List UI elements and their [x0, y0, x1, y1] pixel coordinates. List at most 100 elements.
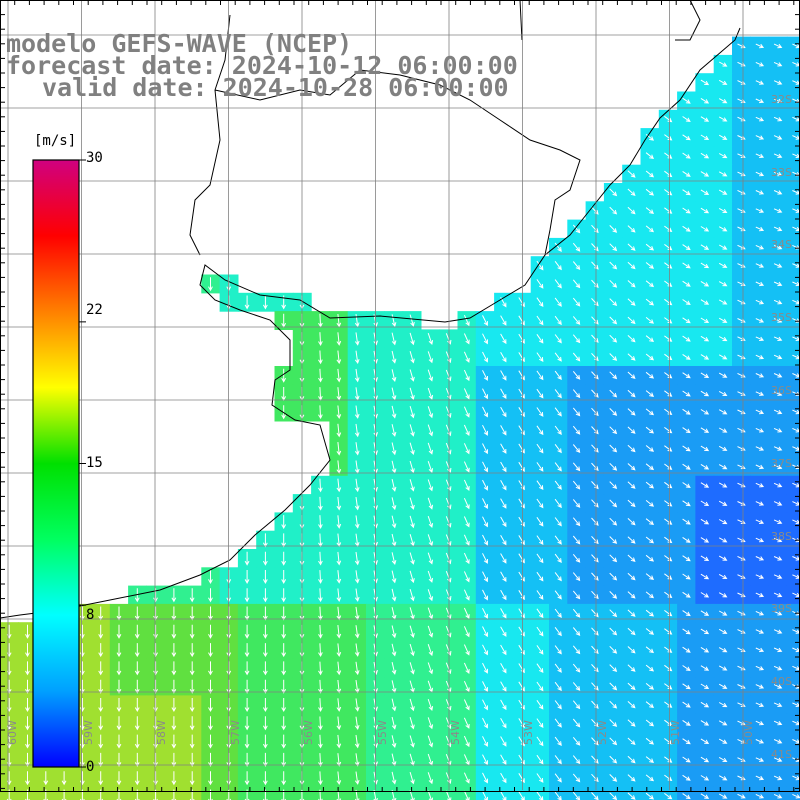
- wind-arrow: [391, 735, 397, 749]
- wind-arrow: [700, 463, 710, 470]
- wind-arrow: [318, 643, 323, 658]
- wind-arrow: [281, 551, 287, 566]
- speed-cell: [786, 549, 800, 568]
- wind-arrow: [682, 756, 691, 763]
- wind-arrow: [609, 261, 618, 270]
- wind-arrow: [755, 373, 765, 378]
- wind-arrow: [500, 516, 507, 528]
- wind-arrow: [755, 171, 765, 177]
- lat-label: 36S: [771, 384, 792, 397]
- speed-cell: [786, 439, 800, 459]
- wind-arrow: [609, 334, 618, 343]
- wind-arrow: [536, 498, 544, 509]
- wind-arrow: [773, 190, 783, 195]
- wind-arrow: [189, 734, 195, 749]
- wind-arrow: [116, 624, 122, 639]
- wind-arrow: [171, 624, 177, 639]
- wind-arrow: [627, 792, 636, 800]
- wind-arrow: [572, 663, 581, 673]
- wind-speed-field: [0, 36, 800, 800]
- wind-arrow: [244, 606, 250, 621]
- wind-arrow: [572, 480, 581, 490]
- wind-arrow: [700, 445, 710, 452]
- wind-arrow: [700, 207, 710, 214]
- wind-arrow: [336, 515, 342, 529]
- wind-arrow: [700, 262, 710, 269]
- speed-cell: [786, 732, 800, 751]
- wind-arrow: [116, 698, 122, 713]
- wind-arrow: [262, 661, 268, 676]
- wind-arrow: [682, 170, 691, 177]
- wind-arrow: [482, 443, 488, 455]
- speed-cell: [786, 585, 800, 605]
- wind-arrow: [591, 535, 599, 545]
- wind-arrow: [554, 608, 562, 618]
- wind-arrow: [482, 754, 488, 766]
- wind-arrow: [645, 792, 655, 800]
- wind-arrow: [718, 537, 728, 543]
- wind-arrow: [281, 405, 287, 420]
- wind-arrow: [700, 97, 710, 104]
- wind-arrow: [554, 315, 562, 326]
- speed-cell: [786, 146, 800, 166]
- wind-arrow: [591, 334, 599, 343]
- lat-label: 38S: [771, 530, 792, 543]
- wind-arrow: [25, 716, 30, 731]
- wind-arrow: [645, 573, 655, 580]
- wind-arrow: [482, 406, 488, 418]
- wind-arrow: [645, 371, 655, 379]
- wind-arrow: [79, 679, 85, 694]
- wind-arrow: [354, 478, 360, 493]
- wind-arrow: [718, 281, 728, 287]
- wind-arrow: [773, 720, 783, 726]
- wind-arrow: [500, 663, 507, 674]
- wind-arrow: [153, 624, 158, 639]
- wind-arrow: [463, 497, 470, 510]
- wind-arrow: [591, 755, 599, 764]
- wind-arrow: [500, 608, 507, 619]
- wind-arrow: [591, 389, 599, 398]
- wind-arrow: [116, 606, 122, 621]
- wind-arrow: [645, 609, 655, 617]
- wind-arrow: [664, 774, 673, 782]
- wind-arrow: [409, 534, 415, 547]
- speed-cell: [420, 786, 440, 800]
- wind-arrow: [482, 351, 488, 363]
- wind-arrow: [609, 719, 618, 727]
- wind-arrow: [98, 679, 104, 694]
- wind-arrow: [336, 753, 342, 767]
- wind-arrow: [518, 791, 525, 800]
- wind-arrow: [627, 536, 636, 544]
- wind-arrow: [645, 591, 655, 599]
- wind-arrow: [700, 79, 710, 86]
- wind-arrow: [318, 771, 323, 786]
- wind-arrow: [718, 683, 728, 689]
- wind-arrow: [627, 261, 636, 270]
- wind-arrow: [609, 536, 618, 544]
- speed-cell: [786, 237, 800, 257]
- wind-arrow: [208, 570, 213, 585]
- wind-arrow: [627, 316, 636, 325]
- wind-arrow: [536, 791, 544, 800]
- wind-arrow: [445, 589, 452, 601]
- wind-arrow: [682, 299, 691, 305]
- lon-label: 57W: [229, 720, 242, 745]
- wind-arrow: [554, 407, 562, 417]
- speed-cell: [786, 512, 800, 532]
- wind-arrow: [354, 698, 360, 712]
- wind-arrow: [208, 277, 213, 292]
- wind-arrow: [25, 698, 30, 713]
- speed-cell: [713, 786, 733, 800]
- wind-arrow: [664, 792, 673, 800]
- wind-arrow: [755, 482, 765, 488]
- wind-arrow: [262, 716, 268, 731]
- wind-arrow: [482, 333, 488, 345]
- wind-arrow: [682, 427, 691, 434]
- wind-arrow: [536, 517, 544, 527]
- wind-arrow: [536, 571, 544, 582]
- wind-arrow: [554, 645, 562, 655]
- wind-arrow: [427, 369, 434, 382]
- wind-arrow: [61, 771, 67, 786]
- wind-arrow: [773, 537, 783, 543]
